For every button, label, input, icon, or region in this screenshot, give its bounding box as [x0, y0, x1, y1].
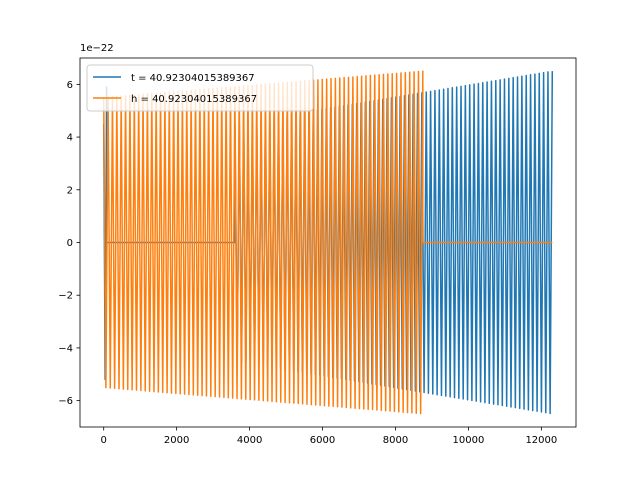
y-tick-label: −2 [58, 291, 73, 302]
y-axis: −6 −4 −2 0 2 4 6 [58, 80, 80, 407]
y-exponent-label: 1e−22 [80, 43, 114, 54]
x-tick-label: 12000 [525, 435, 557, 446]
legend-entry-label: h = 40.92304015389367 [131, 94, 257, 105]
y-tick-label: −6 [58, 396, 73, 407]
x-tick-label: 0 [101, 435, 107, 446]
y-tick-label: 6 [67, 80, 73, 91]
y-tick-label: 4 [67, 133, 73, 144]
y-tick-label: 2 [67, 185, 73, 196]
x-tick-label: 6000 [310, 435, 335, 446]
x-tick-label: 2000 [164, 435, 189, 446]
x-axis: 0 2000 4000 6000 8000 10000 12000 [101, 427, 557, 446]
legend: t = 40.92304015389367 h = 40.923040153893… [86, 64, 314, 112]
x-tick-label: 4000 [237, 435, 262, 446]
x-tick-label: 8000 [383, 435, 408, 446]
y-tick-label: 0 [67, 238, 73, 249]
legend-box [86, 64, 314, 112]
y-tick-label: −4 [58, 343, 73, 354]
legend-entry-label: t = 40.92304015389367 [131, 73, 255, 84]
x-tick-label: 10000 [453, 435, 485, 446]
